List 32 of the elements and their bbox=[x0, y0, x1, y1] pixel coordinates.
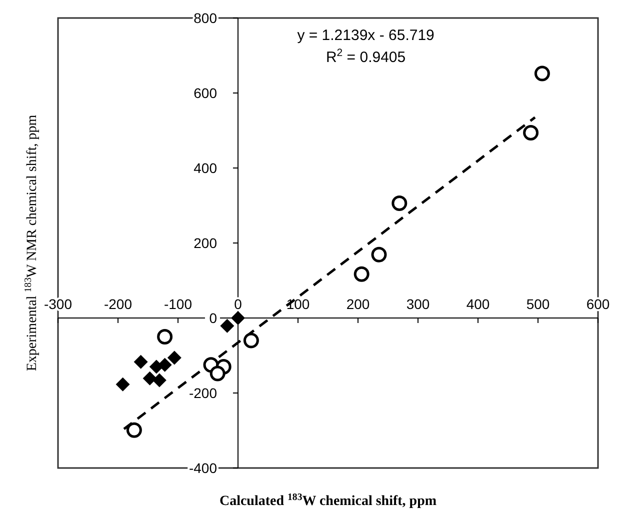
x-tick-label: 500 bbox=[526, 296, 550, 312]
x-tick-label: -100 bbox=[164, 296, 192, 312]
point bbox=[142, 371, 157, 386]
point bbox=[231, 311, 245, 325]
point bbox=[152, 373, 166, 388]
point bbox=[392, 196, 408, 211]
annotation: R$^{2}$ = 0.9405 bbox=[326, 47, 406, 66]
point bbox=[523, 125, 539, 140]
point bbox=[220, 318, 234, 333]
point bbox=[243, 332, 259, 348]
x-tick-label: 400 bbox=[466, 296, 490, 312]
point bbox=[167, 350, 182, 365]
point bbox=[210, 366, 226, 382]
annotation: y = 1.2139x - 65.719 bbox=[297, 27, 434, 44]
x-tick-label: 100 bbox=[286, 296, 310, 312]
point bbox=[534, 66, 550, 82]
x-tick-label: 300 bbox=[406, 296, 430, 312]
y-tick-label: 600 bbox=[194, 85, 218, 101]
x-tick-label: 200 bbox=[346, 296, 370, 312]
y-tick-label: 200 bbox=[194, 235, 218, 251]
point bbox=[371, 246, 387, 262]
x-tick-label: -200 bbox=[104, 296, 132, 312]
x-axis-title: Calculated $^{183}$W chemical shift, ppm bbox=[219, 492, 437, 509]
y-tick-label: 0 bbox=[209, 310, 218, 326]
y-tick-label: -200 bbox=[188, 385, 218, 401]
point bbox=[149, 360, 164, 374]
point bbox=[126, 422, 142, 438]
point bbox=[354, 266, 370, 282]
point bbox=[134, 354, 148, 369]
point bbox=[157, 329, 173, 344]
y-tick-label: 400 bbox=[194, 160, 218, 176]
point bbox=[116, 377, 130, 392]
